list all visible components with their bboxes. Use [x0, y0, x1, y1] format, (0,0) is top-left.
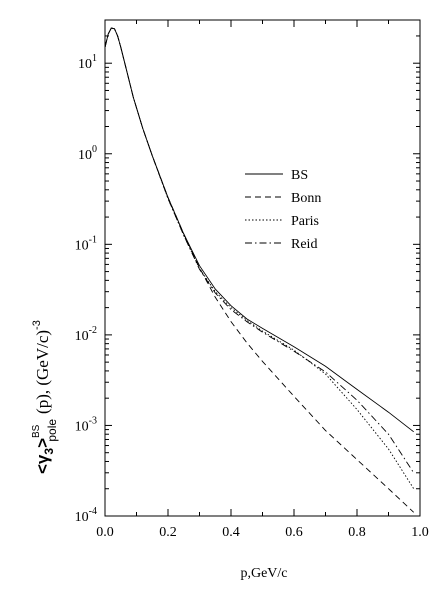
y-axis-title: <γ3>BS pole (p), (GeV/c)-3 [31, 320, 59, 474]
y-tick-label: 100 [78, 144, 97, 163]
x-axis-title: p,GeV/c [240, 566, 287, 581]
y-tick-label: 10-4 [75, 506, 97, 525]
y-title-arg: (p), (GeV/c) [33, 330, 52, 414]
ticks-group [104, 20, 421, 517]
series-line-reid [104, 27, 415, 474]
x-tick-label: 0.6 [285, 525, 303, 540]
tick-labels-group: 0.0 0.2 0.4 0.6 0.8 1.0 101 100 10-1 10-2 10-3 10-4 [75, 53, 429, 540]
y-title-sub: pole [45, 419, 59, 442]
series-line-bs [104, 27, 414, 433]
y-title-sub3: 3 [42, 448, 56, 455]
y-tick-label: 10-2 [75, 325, 97, 344]
y-title-exp: -3 [31, 320, 43, 330]
legend-label-bonn: Bonn [291, 191, 321, 206]
plot-frame [104, 19, 421, 517]
legend-label-bs: BS [291, 168, 308, 183]
legend: BS Bonn Paris Reid [245, 168, 321, 252]
y-tick-label: 10-1 [75, 234, 97, 253]
legend-label-reid: Reid [291, 237, 317, 252]
x-tick-label: 0.0 [96, 525, 114, 540]
series-group [104, 27, 415, 513]
y-title-sup: BS [31, 424, 42, 438]
series-line-paris [104, 27, 415, 489]
x-tick-label: 0.2 [159, 525, 177, 540]
x-tick-label: 1.0 [411, 525, 429, 540]
series-line-bonn [104, 27, 415, 513]
y-tick-label: 10-3 [75, 415, 97, 434]
y-title-base: <γ [33, 454, 52, 474]
x-tick-label: 0.8 [348, 525, 366, 540]
y-tick-label: 101 [78, 53, 97, 72]
x-tick-label: 0.4 [222, 525, 240, 540]
y-title-close: > [33, 438, 52, 448]
legend-label-paris: Paris [291, 214, 319, 229]
